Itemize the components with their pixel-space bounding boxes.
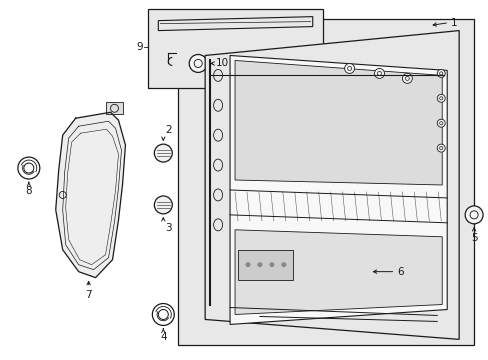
Circle shape bbox=[154, 196, 172, 214]
Circle shape bbox=[210, 241, 218, 249]
Text: 1: 1 bbox=[450, 18, 457, 28]
Text: 10: 10 bbox=[216, 58, 229, 68]
Circle shape bbox=[434, 151, 442, 159]
Circle shape bbox=[375, 80, 383, 87]
Circle shape bbox=[281, 262, 286, 267]
Bar bbox=[105, 102, 123, 114]
Circle shape bbox=[434, 91, 442, 99]
Circle shape bbox=[405, 80, 412, 87]
Circle shape bbox=[245, 262, 250, 267]
Polygon shape bbox=[56, 112, 125, 278]
Text: 4: 4 bbox=[160, 332, 166, 342]
Polygon shape bbox=[229, 55, 447, 324]
Circle shape bbox=[402, 73, 411, 84]
Polygon shape bbox=[235, 230, 441, 315]
Circle shape bbox=[374, 68, 384, 78]
Circle shape bbox=[269, 262, 274, 267]
Text: 5: 5 bbox=[470, 233, 476, 243]
Polygon shape bbox=[205, 31, 458, 339]
Circle shape bbox=[436, 94, 444, 102]
Circle shape bbox=[436, 69, 444, 77]
Circle shape bbox=[436, 144, 444, 152]
Text: 3: 3 bbox=[164, 223, 171, 233]
Bar bbox=[148, 9, 322, 88]
Circle shape bbox=[154, 144, 172, 162]
Circle shape bbox=[434, 121, 442, 129]
Text: 7: 7 bbox=[85, 289, 92, 300]
Circle shape bbox=[344, 63, 354, 73]
Text: 6: 6 bbox=[397, 267, 403, 276]
Circle shape bbox=[210, 91, 218, 99]
Circle shape bbox=[210, 211, 218, 219]
Text: 2: 2 bbox=[164, 125, 171, 135]
Circle shape bbox=[436, 119, 444, 127]
Circle shape bbox=[210, 121, 218, 129]
Circle shape bbox=[210, 151, 218, 159]
Circle shape bbox=[434, 80, 442, 87]
Bar bbox=[178, 19, 473, 345]
Text: 8: 8 bbox=[25, 186, 32, 196]
Circle shape bbox=[464, 206, 482, 224]
Circle shape bbox=[210, 181, 218, 189]
Circle shape bbox=[434, 62, 442, 69]
Circle shape bbox=[189, 54, 207, 72]
Circle shape bbox=[210, 62, 218, 69]
Circle shape bbox=[257, 262, 262, 267]
Bar bbox=[238, 250, 292, 280]
Text: 9: 9 bbox=[137, 41, 143, 51]
Polygon shape bbox=[235, 60, 441, 185]
